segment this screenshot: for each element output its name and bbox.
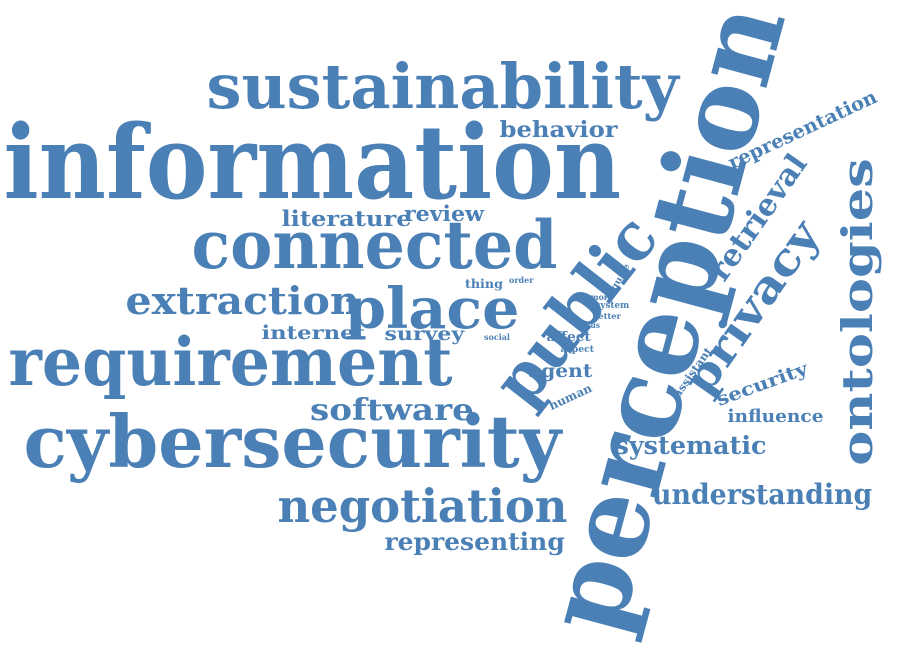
word-literature: literature bbox=[280, 205, 412, 231]
word-extraction: extraction bbox=[124, 278, 360, 323]
word-behavior: behavior bbox=[498, 117, 618, 143]
word-place: place bbox=[344, 276, 520, 342]
word-ontologies: ontologies bbox=[832, 158, 882, 466]
word-social: social bbox=[484, 332, 510, 342]
word-affect: affect bbox=[545, 329, 591, 345]
word-systematic: systematic bbox=[613, 430, 767, 460]
word-aspect: aspect bbox=[560, 344, 594, 355]
word-representing: representing bbox=[383, 527, 565, 556]
word-internet: internet bbox=[261, 321, 365, 344]
word-more: more bbox=[590, 292, 613, 302]
word-order: order bbox=[509, 275, 534, 285]
word-influence: influence bbox=[726, 406, 824, 427]
word-system: system bbox=[594, 300, 629, 311]
word-sustainability: sustainability bbox=[205, 50, 679, 123]
word-software: software bbox=[310, 393, 474, 428]
word-cybersecurity: cybersecurity bbox=[22, 399, 561, 484]
word-negotiation: negotiation bbox=[276, 479, 567, 533]
word-thing: thing bbox=[465, 277, 503, 291]
word-better: better bbox=[591, 311, 621, 321]
word-review: review bbox=[403, 200, 485, 226]
word-focus: focus bbox=[577, 320, 600, 330]
word-information: information bbox=[2, 103, 621, 223]
word-requirement: requirement bbox=[8, 323, 453, 401]
word-agent: agent bbox=[527, 359, 593, 382]
word-understanding: understanding bbox=[652, 478, 873, 511]
word-survey: survey bbox=[384, 322, 464, 345]
word-connected: connected bbox=[190, 206, 557, 284]
